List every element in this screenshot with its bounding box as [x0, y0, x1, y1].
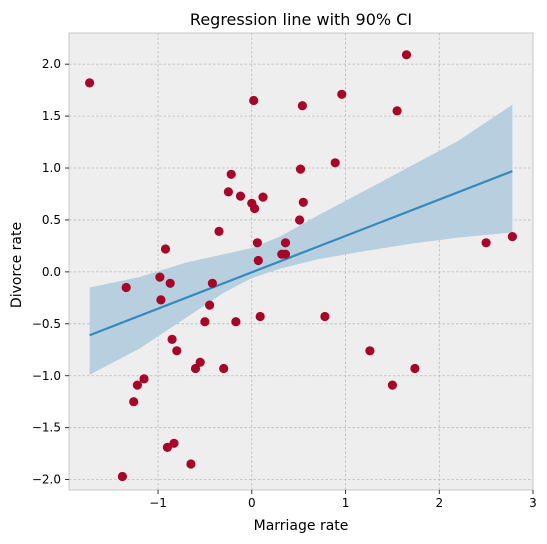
confidence-band: [89, 104, 513, 375]
scatter-point: [410, 363, 420, 374]
scatter-point: [258, 192, 268, 202]
scatter-point: [280, 249, 291, 259]
scatter-point: [507, 232, 517, 242]
y-tick-label: −0.5: [32, 317, 61, 331]
x-tick-label: 3: [529, 496, 537, 510]
y-axis-label: Divorce rate: [9, 222, 25, 308]
regression-line: [89, 170, 513, 337]
y-tick-label: −2.0: [32, 473, 61, 487]
y-tick-label: 0.5: [42, 213, 61, 227]
y-tick-label: −1.0: [32, 369, 61, 383]
x-tick-label: 2: [435, 496, 443, 510]
y-axis-ticks: −2.0 −1.5 −1.0 −0.5 0.0 0.5 1.0 1.5 2.0: [32, 57, 69, 487]
scatter-point: [392, 106, 402, 116]
scatter-point: [223, 187, 233, 197]
scatter-point: [330, 158, 340, 168]
scatter-point: [365, 346, 375, 356]
y-tick-label: 2.0: [42, 57, 61, 71]
x-tick-label: 1: [342, 496, 350, 510]
scatter-point: [207, 278, 217, 288]
y-tick-label: 1.5: [42, 109, 61, 123]
scatter-point: [252, 238, 262, 248]
scatter-point: [231, 317, 241, 327]
x-tick-label: −1: [149, 496, 167, 510]
scatter-point: [200, 317, 210, 327]
scatter-point: [169, 438, 179, 448]
x-axis-ticks: −1 0 1 2 3: [149, 490, 537, 510]
scatter-point: [121, 282, 131, 293]
scatter-point: [156, 295, 166, 305]
y-tick-label: 1.0: [42, 161, 61, 175]
scatter-point: [162, 442, 172, 452]
scatter-point: [295, 164, 306, 174]
scatter-point: [387, 380, 397, 390]
scatter-point: [481, 238, 491, 248]
x-tick-label: 0: [248, 496, 256, 510]
scatter-point: [249, 95, 259, 106]
y-tick-label: 0.0: [42, 265, 61, 279]
y-tick-label: −1.5: [32, 421, 61, 435]
scatter-point: [298, 197, 308, 207]
scatter-point: [190, 363, 201, 374]
scatter-point: [337, 89, 347, 99]
scatter-point: [219, 363, 229, 374]
scatter-point: [139, 374, 149, 384]
scatter-point: [250, 203, 260, 214]
scatter-point: [195, 357, 205, 367]
data-points: [85, 50, 517, 482]
scatter-point: [205, 300, 215, 310]
scatter-point: [160, 244, 171, 254]
scatter-point: [255, 311, 265, 322]
scatter-point: [165, 278, 175, 288]
scatter-point: [214, 226, 224, 236]
scatter-point: [253, 255, 263, 266]
scatter-point: [235, 191, 246, 201]
scatter-point: [226, 169, 236, 179]
scatter-point: [155, 272, 165, 282]
chart-title: Regression line with 90% CI: [190, 10, 412, 29]
scatter-point: [186, 459, 196, 469]
scatter-point: [129, 397, 139, 407]
scatter-point: [167, 334, 177, 344]
scatter-point: [320, 311, 330, 322]
scatter-point: [297, 101, 307, 111]
scatter-point: [295, 215, 305, 225]
scatter-point: [132, 380, 142, 390]
scatter-point: [85, 78, 95, 88]
scatter-point: [117, 471, 127, 482]
scatter-point: [401, 50, 412, 60]
x-axis-label: Marriage rate: [254, 518, 349, 534]
scatter-point: [280, 238, 291, 248]
scatter-point: [172, 346, 182, 356]
